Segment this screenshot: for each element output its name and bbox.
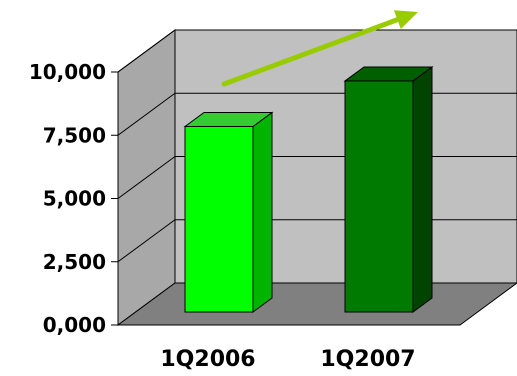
- gridline-side: [117, 29, 176, 73]
- gridline-side: [117, 92, 176, 136]
- x-axis-labels: 1Q2006 1Q2007: [160, 347, 415, 372]
- y-tick-label: 7,500: [43, 123, 106, 147]
- trend-arrow-shaft: [221, 17, 400, 87]
- y-tick-label: 5,000: [43, 187, 106, 211]
- trend-arrow-head: [393, 10, 418, 30]
- y-axis-ticks: 0,000 2,500 5,000 7,500 10,000: [29, 60, 118, 337]
- bar-front: [184, 125, 254, 313]
- bar-2: [343, 65, 434, 313]
- gridline-side: [117, 156, 176, 199]
- y-tick-label: 2,500: [43, 250, 106, 274]
- x-category-label: 1Q2006: [160, 347, 255, 372]
- y-tick-label: 10,000: [29, 60, 106, 84]
- bar-1: [183, 111, 274, 313]
- chart-walls: [116, 29, 517, 326]
- bar-side: [252, 111, 273, 313]
- bar-side: [412, 65, 433, 313]
- floor: [116, 282, 517, 326]
- x-category-label: 1Q2007: [320, 347, 415, 372]
- bar-front: [344, 80, 414, 313]
- trend-arrow: [221, 10, 418, 87]
- gridline-side: [117, 219, 176, 263]
- bars: [183, 65, 434, 313]
- y-tick-label: 0,000: [43, 313, 106, 337]
